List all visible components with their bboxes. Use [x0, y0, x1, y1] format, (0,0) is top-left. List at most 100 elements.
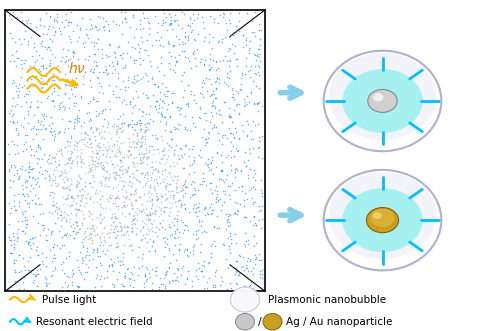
Point	[151, 158, 159, 164]
Point	[66, 203, 74, 209]
Point	[40, 151, 48, 157]
Point	[192, 273, 200, 278]
Point	[114, 178, 122, 183]
Point	[12, 238, 20, 244]
Point	[153, 197, 161, 203]
Point	[64, 125, 72, 130]
Point	[226, 114, 234, 119]
Point	[45, 24, 53, 29]
Point	[76, 160, 84, 165]
Point	[64, 63, 72, 68]
Text: $h\nu$: $h\nu$	[68, 61, 86, 76]
Point	[211, 79, 219, 84]
Point	[172, 142, 180, 147]
Point	[258, 155, 266, 161]
Point	[90, 43, 98, 48]
Point	[159, 218, 167, 223]
Point	[184, 100, 192, 105]
Point	[200, 62, 207, 67]
Point	[65, 158, 73, 163]
Point	[120, 97, 128, 103]
Point	[251, 63, 259, 69]
Point	[200, 285, 208, 291]
Point	[215, 225, 223, 230]
Point	[226, 10, 234, 15]
Point	[138, 209, 145, 214]
Point	[99, 15, 107, 21]
Point	[142, 279, 150, 284]
Point	[21, 217, 29, 222]
Point	[96, 14, 104, 20]
Point	[164, 223, 172, 229]
Point	[160, 152, 168, 157]
Point	[252, 240, 260, 246]
Point	[156, 89, 164, 94]
Point	[46, 36, 54, 41]
Point	[100, 27, 108, 33]
Point	[160, 283, 168, 289]
Point	[85, 137, 93, 142]
Point	[150, 177, 158, 182]
Point	[169, 43, 177, 48]
Point	[88, 240, 96, 245]
Point	[138, 238, 145, 243]
Point	[152, 273, 160, 278]
Point	[34, 252, 42, 258]
Point	[200, 178, 208, 183]
Point	[84, 180, 92, 185]
Point	[211, 282, 219, 288]
Point	[162, 197, 170, 202]
Point	[171, 235, 179, 240]
Point	[142, 93, 150, 98]
Point	[83, 32, 91, 38]
Point	[208, 190, 216, 196]
Point	[194, 11, 202, 16]
Point	[64, 195, 72, 200]
Point	[72, 201, 80, 206]
Point	[204, 164, 212, 169]
Point	[122, 213, 130, 218]
Point	[112, 170, 120, 175]
Point	[90, 151, 98, 156]
Point	[187, 181, 195, 186]
Point	[240, 159, 248, 165]
Point	[210, 125, 218, 130]
Point	[28, 279, 36, 284]
Point	[10, 244, 18, 249]
Point	[65, 20, 73, 25]
Point	[190, 154, 198, 160]
Point	[140, 280, 148, 286]
Point	[125, 211, 133, 216]
Point	[116, 262, 124, 267]
Point	[162, 93, 170, 98]
Point	[89, 159, 97, 164]
Point	[50, 173, 58, 179]
Point	[128, 201, 136, 206]
Point	[19, 148, 27, 154]
Point	[205, 76, 213, 81]
Point	[212, 270, 220, 275]
Point	[28, 53, 36, 59]
Point	[196, 60, 204, 65]
Point	[181, 184, 189, 190]
Point	[154, 179, 162, 184]
Point	[242, 259, 250, 264]
Point	[80, 136, 88, 142]
Point	[102, 205, 110, 210]
Point	[206, 13, 214, 19]
Point	[55, 102, 63, 108]
Point	[28, 198, 36, 203]
Point	[20, 197, 28, 203]
Point	[105, 242, 113, 247]
Point	[60, 90, 68, 95]
Point	[32, 73, 40, 79]
Point	[204, 130, 212, 135]
Point	[48, 114, 56, 119]
Point	[34, 66, 42, 71]
Point	[194, 236, 202, 241]
Point	[243, 197, 251, 202]
Point	[116, 164, 124, 169]
Point	[145, 150, 153, 155]
Point	[70, 49, 78, 54]
Point	[97, 205, 105, 210]
